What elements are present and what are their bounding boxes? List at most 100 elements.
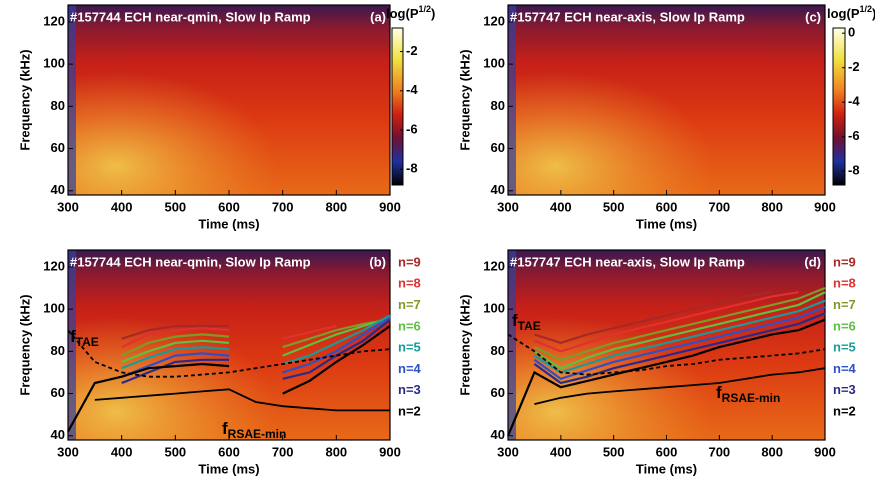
- legend-label: n=2: [833, 404, 856, 419]
- line-label: fRSAE-min: [716, 383, 780, 405]
- colorbar-label-part: 1/2: [860, 4, 873, 14]
- panel-title: #157744 ECH near-qmin, Slow Ip Ramp: [70, 9, 311, 24]
- mode-line: [534, 291, 773, 345]
- panel-title: #157744 ECH near-qmin, Slow Ip Ramp: [70, 254, 311, 269]
- panel-letter: (c): [805, 9, 821, 24]
- x-tick-label: 300: [57, 444, 79, 459]
- y-tick-label: 100: [43, 301, 65, 316]
- colorbar-tick-label: -6: [848, 128, 860, 143]
- legend-label: n=4: [398, 361, 422, 376]
- line-label: fRSAE-min: [222, 419, 286, 441]
- x-tick-label: 600: [656, 444, 678, 459]
- y-tick-label: 120: [43, 258, 65, 273]
- x-tick-label: 600: [656, 199, 678, 214]
- mode-line: [121, 314, 391, 370]
- y-tick-label: 80: [51, 343, 65, 358]
- x-tick-label: 800: [325, 444, 347, 459]
- legend-label: n=2: [398, 404, 421, 419]
- spectrogram-edge: [508, 250, 516, 440]
- colorbar-label: log(P1/2): [386, 4, 435, 21]
- x-tick-label: 400: [550, 199, 572, 214]
- colorbar-tick-label: -2: [406, 43, 418, 58]
- line-label-sub: TAE: [518, 319, 541, 333]
- x-tick-label: 900: [379, 199, 401, 214]
- x-tick-label: 700: [708, 444, 730, 459]
- y-axis-label: Frequency (kHz): [457, 294, 472, 395]
- y-tick-label: 80: [491, 343, 505, 358]
- line-label-sub: TAE: [76, 335, 99, 349]
- colorbar-tick-label: -4: [848, 94, 860, 109]
- mode-line: [533, 291, 826, 370]
- x-tick-label: 400: [550, 444, 572, 459]
- x-tick-label: 300: [497, 199, 519, 214]
- x-tick-label: 500: [603, 444, 625, 459]
- spectrogram-glow: [68, 5, 390, 195]
- frequency-line: [94, 388, 390, 412]
- y-tick-label: 120: [483, 13, 505, 28]
- y-tick-label: 60: [51, 140, 65, 155]
- spectrogram-edge: [68, 5, 76, 195]
- y-axis-label: Frequency (kHz): [17, 294, 32, 395]
- y-tick-label: 100: [483, 56, 505, 71]
- colorbar-tick-label: -6: [406, 121, 418, 136]
- x-tick-label: 300: [57, 199, 79, 214]
- line-label: fTAE: [70, 327, 99, 349]
- x-tick-label: 800: [761, 444, 783, 459]
- x-tick-label: 700: [272, 199, 294, 214]
- colorbar-label-part: 1/2: [419, 4, 432, 14]
- line-label-base: f: [70, 327, 76, 346]
- x-tick-label: 500: [164, 444, 186, 459]
- panel-letter: (d): [804, 254, 821, 269]
- x-tick-label: 900: [379, 444, 401, 459]
- line-label-base: f: [512, 311, 518, 330]
- legend-label: n=5: [833, 340, 856, 355]
- legend-label: n=6: [398, 318, 421, 333]
- panel-title: #157747 ECH near-axis, Slow Ip Ramp: [510, 9, 745, 24]
- x-tick-label: 400: [111, 444, 133, 459]
- x-axis-label: Time (ms): [198, 461, 259, 476]
- mode-line: [121, 324, 337, 349]
- spectrogram-edge: [68, 250, 76, 440]
- line-label-sub: RSAE-min: [228, 427, 287, 441]
- x-tick-label: 400: [111, 199, 133, 214]
- x-tick-label: 800: [761, 199, 783, 214]
- legend-label: n=4: [833, 361, 857, 376]
- x-tick-label: 800: [325, 199, 347, 214]
- y-tick-label: 80: [491, 98, 505, 113]
- y-tick-label: 60: [51, 385, 65, 400]
- x-axis-label: Time (ms): [636, 461, 697, 476]
- colorbar-label-part: log(P: [386, 6, 419, 21]
- x-axis-label: Time (ms): [198, 216, 259, 231]
- legend-label: n=8: [398, 276, 421, 291]
- y-tick-label: 40: [51, 427, 65, 442]
- spectrogram-edge: [508, 5, 516, 195]
- mode-line: [533, 305, 826, 381]
- mode-line: [533, 312, 826, 385]
- x-tick-label: 600: [218, 199, 240, 214]
- legend-label: n=9: [833, 254, 856, 269]
- x-tick-label: 500: [603, 199, 625, 214]
- spectrogram-glow: [68, 250, 390, 440]
- colorbar-tick-label: -8: [406, 161, 418, 176]
- spectrogram-glow: [508, 250, 825, 440]
- line-label: fTAE: [512, 311, 541, 333]
- mode-line: [121, 316, 391, 363]
- colorbar-tick-label: -2: [848, 59, 860, 74]
- x-tick-label: 700: [708, 199, 730, 214]
- y-tick-label: 40: [51, 182, 65, 197]
- frequency-line: [67, 329, 391, 378]
- legend-label: n=3: [833, 382, 856, 397]
- y-tick-label: 40: [491, 182, 505, 197]
- y-tick-label: 80: [51, 98, 65, 113]
- y-tick-label: 120: [483, 258, 505, 273]
- spectrogram-glow: [508, 5, 825, 195]
- legend-label: n=6: [833, 318, 856, 333]
- mode-line: [506, 318, 826, 437]
- y-axis-label: Frequency (kHz): [17, 49, 32, 150]
- colorbar-tick-label: 0: [848, 25, 855, 40]
- y-tick-label: 60: [491, 385, 505, 400]
- legend-label: n=3: [398, 382, 421, 397]
- x-tick-label: 600: [218, 444, 240, 459]
- panel-letter: (a): [370, 9, 386, 24]
